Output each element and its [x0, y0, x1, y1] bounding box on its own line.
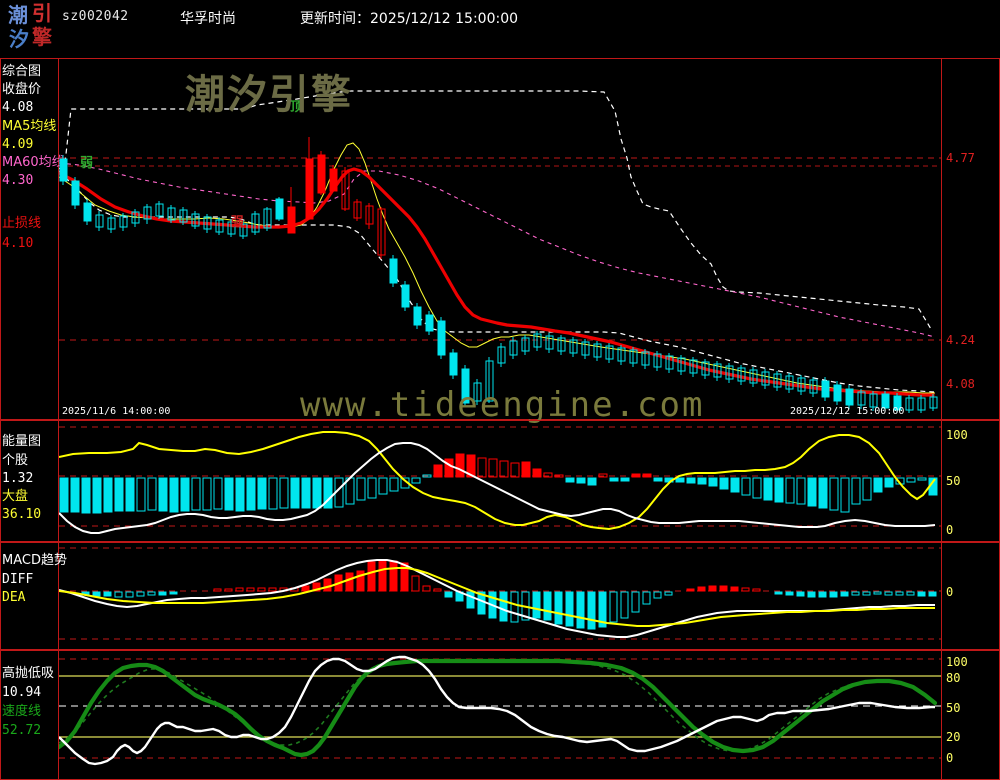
ma5-value: 4.09 — [2, 137, 34, 152]
volume-bars — [59, 453, 938, 514]
ma5-label: MA5均线 — [2, 119, 57, 134]
header-bar: 潮 引 汐 擎 sz002042 华孚时尚 更新时间：2025/12/12 15… — [0, 0, 1000, 58]
oscillator-tick-50: 50 — [946, 701, 961, 715]
oscillator-panel-title: 高抛低吸 — [2, 666, 55, 681]
volume-plot-area[interactable] — [59, 421, 941, 541]
volume-panel-right-axis — [941, 420, 942, 542]
macd-panel-right-axis — [941, 542, 942, 650]
volume-tick-0: 0 — [946, 523, 954, 537]
speed-line-label: 速度线 — [2, 704, 42, 719]
macd-histogram — [81, 560, 937, 630]
macd-diff-line — [59, 559, 935, 638]
ma5-line — [59, 142, 935, 394]
price-panel-left-axis — [58, 58, 59, 420]
volume-index-label: 大盘 — [2, 489, 29, 504]
volume-index-line — [59, 431, 936, 531]
volume-panel-left-axis — [58, 420, 59, 542]
oscillator-plot-area[interactable] — [59, 651, 941, 779]
macd-panel-title: MACD趋势 — [2, 553, 67, 568]
logo-char-3: 汐 — [9, 27, 29, 51]
volume-own-value: 1.32 — [2, 471, 34, 486]
speed-line — [59, 658, 938, 758]
macd-chart-svg — [59, 547, 941, 640]
watermark-top: 潮汐引擎 — [185, 72, 353, 118]
lower-band-line — [59, 170, 935, 393]
stop-loss-value: 4.10 — [2, 236, 34, 251]
price-tick-0: 4.77 — [946, 151, 975, 165]
oscillator-panel-left-axis — [58, 650, 59, 780]
volume-panel-title: 能量图 — [2, 434, 42, 449]
price-panel-right-axis — [941, 58, 942, 420]
price-tick-1: 4.24 — [946, 333, 975, 347]
speed-line-value: 52.72 — [2, 723, 42, 738]
candlestick-series — [59, 137, 938, 413]
stop-loss-label: 止损线 — [2, 216, 42, 231]
oscillator-tick-0: 0 — [946, 751, 954, 765]
oscillator-value: 10.94 — [2, 685, 42, 700]
date-label-end: 2025/12/12 15:00:00 — [790, 406, 905, 417]
watermark-middle: www.tideengine.com — [300, 385, 705, 425]
price-tick-2: 4.08 — [946, 377, 975, 391]
volume-own-label: 个股 — [2, 453, 29, 468]
stock-name: 华孚时尚 — [180, 11, 236, 27]
macd-diff-label: DIFF — [2, 572, 34, 587]
ma60-line — [59, 162, 936, 338]
volume-own-line — [59, 442, 936, 534]
volume-tick-50: 50 — [946, 474, 961, 488]
update-time-text: 更新时间：2025/12/12 15:00:00 — [300, 11, 519, 27]
close-price-label: 收盘价 — [2, 82, 42, 97]
volume-tick-100: 100 — [946, 428, 968, 442]
ma-main-line — [59, 167, 935, 397]
oscillator-tick-20: 20 — [946, 730, 961, 744]
macd-panel-left-axis — [58, 542, 59, 650]
annotation-strong: 强 — [231, 215, 245, 230]
ma60-label: MA60均线 — [2, 155, 65, 170]
macd-dea-label: DEA — [2, 590, 26, 605]
oscillator-tick-100: 100 — [946, 655, 968, 669]
price-plot-area[interactable] — [59, 59, 941, 419]
ma60-value: 4.30 — [2, 173, 34, 188]
close-price-value: 4.08 — [2, 100, 34, 115]
volume-chart-svg — [59, 426, 941, 534]
price-chart-svg — [59, 90, 941, 413]
logo-char-2: 引 — [32, 1, 52, 25]
oscillator-tick-80: 80 — [946, 671, 961, 685]
volume-index-value: 36.10 — [2, 507, 42, 522]
date-label-start: 2025/11/6 14:00:00 — [62, 406, 171, 417]
upper-band-line — [59, 90, 932, 330]
logo-char-4: 擎 — [32, 25, 52, 49]
stock-code: sz002042 — [62, 9, 129, 24]
oscillator-chart-svg — [59, 655, 941, 766]
macd-tick-0: 0 — [946, 585, 954, 599]
macd-plot-area[interactable] — [59, 543, 941, 649]
tide-engine-logo-icon: 潮 引 汐 擎 — [8, 3, 56, 55]
logo-char-1: 潮 — [8, 3, 28, 27]
price-panel-title: 综合图 — [2, 64, 42, 79]
annotation-top: 顶 — [290, 100, 304, 115]
oscillator-panel-right-axis — [941, 650, 942, 780]
macd-dea-line — [59, 567, 935, 627]
oscillator-line — [59, 655, 935, 766]
annotation-weak: 弱 — [80, 156, 94, 171]
